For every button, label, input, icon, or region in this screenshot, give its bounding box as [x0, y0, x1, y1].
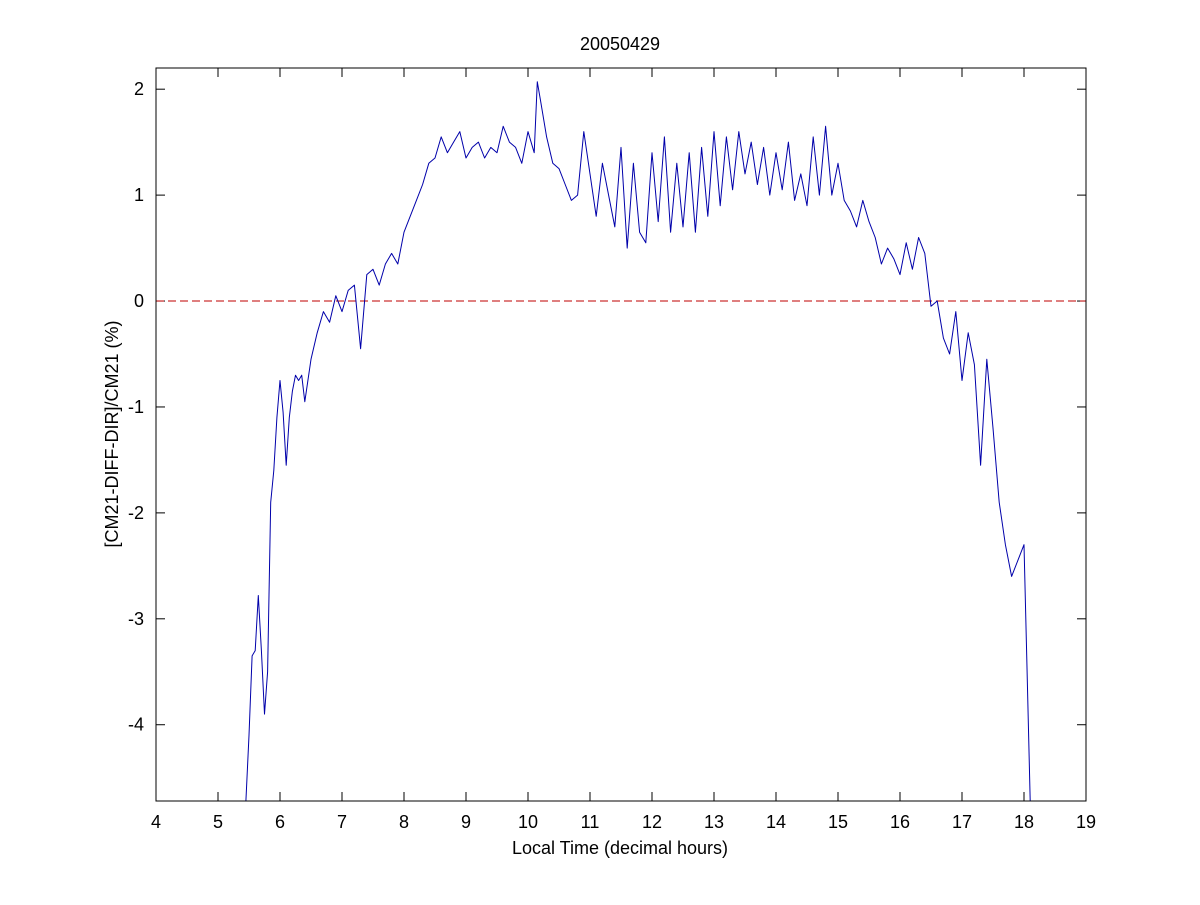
- y-tick-label: -4: [128, 715, 144, 735]
- x-tick-label: 11: [581, 812, 600, 832]
- y-tick-label: -1: [128, 397, 144, 417]
- y-tick-label: -2: [128, 503, 144, 523]
- chart-title: 20050429: [580, 34, 660, 54]
- x-tick-label: 14: [766, 812, 786, 832]
- x-tick-label: 10: [518, 812, 538, 832]
- y-tick-label: 2: [134, 79, 144, 99]
- y-tick-label: 0: [134, 291, 144, 311]
- series-line: [245, 81, 1031, 802]
- x-tick-label: 5: [213, 812, 223, 832]
- x-tick-label: 16: [890, 812, 910, 832]
- x-tick-label: 9: [461, 812, 471, 832]
- x-tick-label: 12: [642, 812, 662, 832]
- x-tick-label: 4: [151, 812, 161, 832]
- y-axis-label: [CM21-DIFF-DIR]/CM21 (%): [102, 320, 122, 547]
- y-tick-label: 1: [134, 185, 144, 205]
- x-tick-label: 6: [275, 812, 285, 832]
- x-axis-label: Local Time (decimal hours): [512, 838, 728, 858]
- y-tick-label: -3: [128, 609, 144, 629]
- plot-area-frame: [155, 67, 1087, 802]
- x-tick-label: 8: [399, 812, 409, 832]
- x-tick-label: 15: [828, 812, 848, 832]
- series-group: [245, 81, 1031, 802]
- x-tick-label: 7: [337, 812, 347, 832]
- x-tick-label: 13: [704, 812, 724, 832]
- x-tick-label: 19: [1076, 812, 1096, 832]
- x-tick-label: 18: [1014, 812, 1034, 832]
- x-tick-label: 17: [952, 812, 972, 832]
